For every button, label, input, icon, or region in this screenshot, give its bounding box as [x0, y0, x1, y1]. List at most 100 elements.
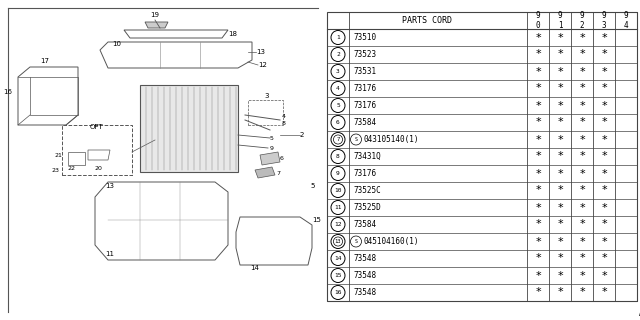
- Text: *: *: [601, 84, 607, 93]
- Text: 9: 9: [336, 171, 340, 176]
- Text: 9
2: 9 2: [580, 12, 584, 29]
- Text: *: *: [535, 220, 541, 229]
- Text: 19: 19: [150, 12, 159, 18]
- Text: *: *: [601, 134, 607, 145]
- Text: 8: 8: [336, 154, 340, 159]
- Text: 11: 11: [105, 251, 114, 257]
- Text: 11: 11: [334, 205, 342, 210]
- Text: *: *: [557, 287, 563, 298]
- Text: *: *: [557, 134, 563, 145]
- Polygon shape: [260, 152, 280, 165]
- Bar: [248, 100, 283, 125]
- Text: *: *: [579, 253, 585, 263]
- Text: 73525C: 73525C: [353, 186, 381, 195]
- Text: S: S: [355, 239, 357, 244]
- Text: 16: 16: [3, 89, 12, 95]
- Text: *: *: [557, 236, 563, 246]
- Text: 73523: 73523: [353, 50, 376, 59]
- Text: 23: 23: [52, 168, 60, 173]
- Text: 8: 8: [282, 121, 286, 126]
- Text: 6: 6: [336, 120, 340, 125]
- Text: 73431Q: 73431Q: [353, 152, 381, 161]
- Text: *: *: [579, 84, 585, 93]
- Text: 10: 10: [112, 41, 121, 47]
- Text: 043105140(1): 043105140(1): [363, 135, 419, 144]
- Text: *: *: [535, 84, 541, 93]
- Text: 4: 4: [282, 114, 286, 119]
- Bar: [140, 85, 238, 172]
- Text: *: *: [601, 287, 607, 298]
- Text: 5: 5: [270, 136, 274, 141]
- Text: A731B00042: A731B00042: [639, 309, 640, 318]
- Text: 73531: 73531: [353, 67, 376, 76]
- Text: 13: 13: [105, 183, 114, 189]
- Text: *: *: [601, 270, 607, 281]
- Text: 15: 15: [334, 273, 342, 278]
- Text: *: *: [557, 169, 563, 179]
- Text: 3: 3: [265, 93, 269, 99]
- Text: *: *: [535, 203, 541, 212]
- Text: *: *: [535, 67, 541, 76]
- Text: *: *: [557, 50, 563, 60]
- Text: *: *: [535, 151, 541, 162]
- Text: 22: 22: [68, 166, 76, 171]
- Polygon shape: [255, 167, 275, 178]
- Text: *: *: [535, 169, 541, 179]
- Text: 13: 13: [335, 239, 341, 244]
- Text: 9
3: 9 3: [602, 12, 606, 29]
- Text: 3: 3: [336, 69, 340, 74]
- Text: 18: 18: [228, 31, 237, 37]
- Text: 5: 5: [310, 183, 314, 189]
- Text: *: *: [535, 270, 541, 281]
- Text: 2: 2: [336, 52, 340, 57]
- Text: 73176: 73176: [353, 101, 376, 110]
- Text: *: *: [557, 220, 563, 229]
- Text: *: *: [535, 50, 541, 60]
- Text: *: *: [535, 33, 541, 43]
- Text: *: *: [601, 169, 607, 179]
- Text: 10: 10: [334, 188, 342, 193]
- Text: *: *: [579, 203, 585, 212]
- Text: 16: 16: [334, 290, 342, 295]
- Text: 4: 4: [336, 86, 340, 91]
- Text: *: *: [601, 186, 607, 196]
- Text: *: *: [579, 270, 585, 281]
- Text: *: *: [535, 236, 541, 246]
- Text: *: *: [601, 33, 607, 43]
- Text: 12: 12: [334, 222, 342, 227]
- Text: *: *: [579, 151, 585, 162]
- Text: 73525D: 73525D: [353, 203, 381, 212]
- Text: *: *: [557, 33, 563, 43]
- Bar: [327, 12, 637, 301]
- Text: 73584: 73584: [353, 220, 376, 229]
- Text: *: *: [601, 117, 607, 127]
- Text: *: *: [601, 50, 607, 60]
- Text: 9
0: 9 0: [536, 12, 540, 29]
- Text: *: *: [601, 236, 607, 246]
- Text: 15: 15: [312, 217, 321, 223]
- Text: 73510: 73510: [353, 33, 376, 42]
- Text: *: *: [535, 100, 541, 110]
- Text: *: *: [601, 151, 607, 162]
- Text: *: *: [601, 100, 607, 110]
- Text: *: *: [557, 67, 563, 76]
- Text: PARTS CORD: PARTS CORD: [402, 16, 452, 25]
- Text: *: *: [557, 117, 563, 127]
- Text: *: *: [579, 50, 585, 60]
- Text: *: *: [579, 117, 585, 127]
- Polygon shape: [145, 22, 168, 28]
- Text: *: *: [601, 253, 607, 263]
- Text: S: S: [355, 137, 357, 142]
- Text: 7: 7: [276, 171, 280, 176]
- Text: *: *: [535, 287, 541, 298]
- Bar: [62, 125, 132, 175]
- Text: *: *: [557, 151, 563, 162]
- Text: 5: 5: [336, 103, 340, 108]
- Text: 73548: 73548: [353, 254, 376, 263]
- Text: 14: 14: [251, 265, 259, 271]
- Text: 73176: 73176: [353, 169, 376, 178]
- Text: *: *: [601, 203, 607, 212]
- Text: *: *: [557, 100, 563, 110]
- Text: *: *: [579, 186, 585, 196]
- Text: 73548: 73548: [353, 271, 376, 280]
